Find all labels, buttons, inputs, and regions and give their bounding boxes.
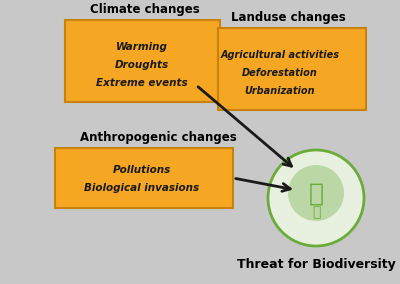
Text: Pollutions: Pollutions <box>113 165 171 175</box>
Text: Agricultural activities: Agricultural activities <box>220 50 340 60</box>
Circle shape <box>288 165 344 221</box>
Text: Threat for Biodiversity: Threat for Biodiversity <box>237 258 395 271</box>
FancyBboxPatch shape <box>55 148 233 208</box>
Text: Climate changes: Climate changes <box>90 3 200 16</box>
Text: Warming: Warming <box>116 42 168 52</box>
Text: 🌱: 🌱 <box>312 205 320 219</box>
FancyBboxPatch shape <box>218 28 366 110</box>
Text: Extreme events: Extreme events <box>96 78 188 88</box>
Text: Anthropogenic changes: Anthropogenic changes <box>80 131 236 144</box>
Text: Urbanization: Urbanization <box>245 86 315 96</box>
Text: Landuse changes: Landuse changes <box>231 11 345 24</box>
Text: Deforestation: Deforestation <box>242 68 318 78</box>
FancyBboxPatch shape <box>65 20 220 102</box>
Text: Biological invasions: Biological invasions <box>84 183 200 193</box>
Circle shape <box>268 150 364 246</box>
Text: 🌿: 🌿 <box>308 182 324 206</box>
Text: Droughts: Droughts <box>115 60 169 70</box>
